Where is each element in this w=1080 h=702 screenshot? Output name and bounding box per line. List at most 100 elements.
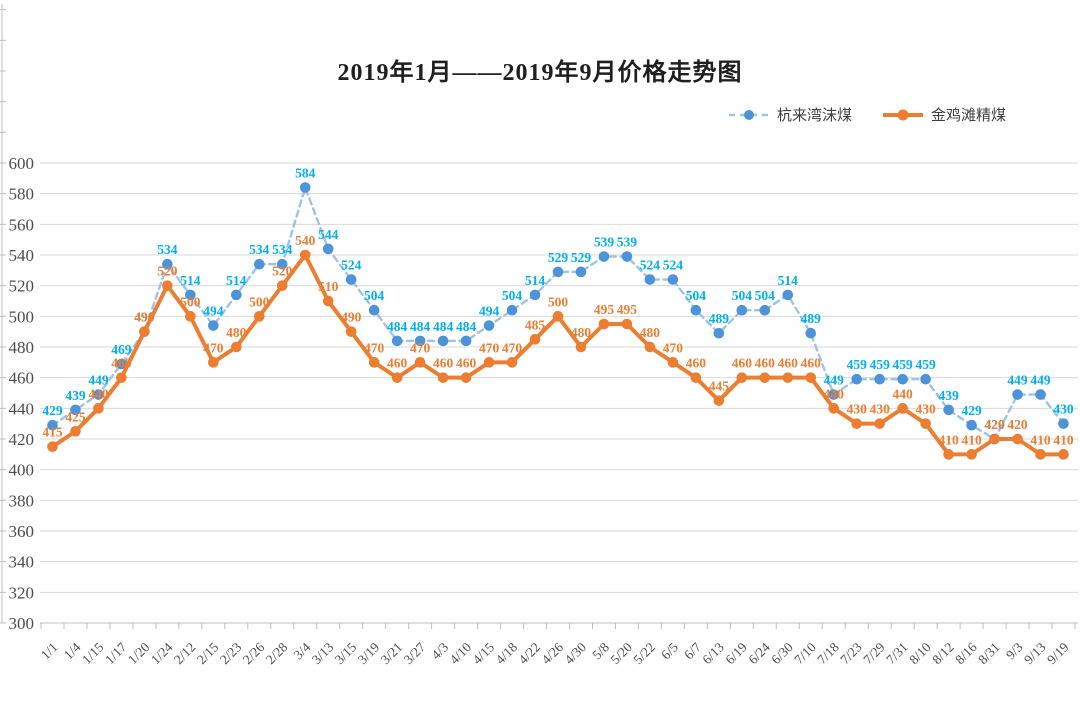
svg-text:360: 360: [9, 522, 35, 541]
legend-item-series-1: 金鸡滩精煤: [882, 104, 1006, 125]
svg-text:485: 485: [525, 317, 546, 332]
svg-text:439: 439: [938, 388, 959, 403]
svg-text:540: 540: [9, 246, 35, 265]
svg-text:460: 460: [801, 356, 822, 371]
svg-text:469: 469: [111, 342, 132, 357]
svg-text:1/24: 1/24: [148, 639, 176, 667]
svg-text:449: 449: [824, 373, 845, 388]
svg-text:4/18: 4/18: [493, 639, 521, 667]
svg-text:580: 580: [9, 185, 35, 204]
svg-text:3/21: 3/21: [378, 640, 406, 668]
svg-text:6/5: 6/5: [658, 639, 681, 662]
svg-text:504: 504: [502, 288, 523, 303]
svg-text:430: 430: [916, 402, 937, 417]
svg-text:440: 440: [893, 386, 914, 401]
series-1-markers: [47, 249, 1069, 460]
svg-text:4/26: 4/26: [539, 639, 567, 667]
svg-text:520: 520: [157, 264, 178, 279]
svg-text:484: 484: [387, 319, 408, 334]
svg-text:480: 480: [640, 325, 661, 340]
x-axis-labels: 1/1 1/41/151/171/201/242/122/152/232/262/…: [38, 639, 1072, 667]
svg-text:440: 440: [9, 399, 35, 418]
series-1-data-labels: 4154254404604905205004704805005205405104…: [42, 233, 1074, 447]
svg-text:420: 420: [984, 417, 1005, 432]
svg-text:490: 490: [134, 310, 155, 325]
svg-text:439: 439: [65, 388, 86, 403]
svg-text:425: 425: [65, 409, 86, 424]
svg-text:484: 484: [410, 319, 431, 334]
svg-text:430: 430: [1053, 402, 1074, 417]
svg-text:7/29: 7/29: [860, 639, 888, 667]
svg-text:1/20: 1/20: [125, 639, 153, 667]
svg-text:584: 584: [295, 166, 316, 181]
svg-text:2/26: 2/26: [240, 639, 268, 667]
y-axis-line: [0, 4, 6, 624]
svg-text:8/16: 8/16: [952, 639, 980, 667]
svg-text:4/30: 4/30: [562, 639, 590, 667]
svg-text:410: 410: [1053, 432, 1074, 447]
svg-text:440: 440: [88, 386, 109, 401]
svg-text:504: 504: [732, 288, 753, 303]
svg-text:534: 534: [272, 242, 293, 257]
svg-text:534: 534: [157, 242, 178, 257]
svg-text:460: 460: [9, 369, 35, 388]
svg-text:494: 494: [203, 304, 224, 319]
svg-text:3/27: 3/27: [401, 639, 429, 667]
svg-text:470: 470: [203, 340, 224, 355]
svg-text:1/17: 1/17: [102, 639, 130, 667]
svg-text:514: 514: [525, 273, 546, 288]
x-axis-line: [40, 623, 1076, 629]
svg-text:560: 560: [9, 215, 35, 234]
solid-line-marker-icon: [883, 109, 924, 120]
svg-text:7/23: 7/23: [837, 639, 865, 667]
svg-text:494: 494: [479, 304, 500, 319]
svg-text:520: 520: [272, 264, 293, 279]
svg-text:4/10: 4/10: [447, 639, 475, 667]
svg-text:380: 380: [9, 491, 35, 510]
svg-text:470: 470: [364, 340, 385, 355]
svg-text:320: 320: [9, 583, 35, 602]
svg-text:514: 514: [226, 273, 247, 288]
svg-text:340: 340: [9, 553, 35, 572]
svg-text:540: 540: [295, 233, 316, 248]
svg-text:490: 490: [341, 310, 362, 325]
svg-text:7/31: 7/31: [883, 640, 911, 668]
series-0-markers: [47, 182, 1069, 445]
svg-text:524: 524: [663, 258, 684, 273]
svg-text:9/13: 9/13: [1021, 639, 1049, 667]
svg-text:429: 429: [961, 403, 982, 418]
svg-text:470: 470: [479, 340, 500, 355]
svg-text:504: 504: [755, 288, 776, 303]
legend: 杭来湾沫煤 金鸡滩精煤: [728, 104, 1006, 125]
svg-text:429: 429: [42, 403, 63, 418]
svg-text:504: 504: [686, 288, 707, 303]
svg-text:510: 510: [318, 279, 339, 294]
svg-text:460: 460: [111, 356, 132, 371]
svg-text:514: 514: [778, 273, 799, 288]
svg-text:400: 400: [9, 461, 35, 480]
svg-text:449: 449: [88, 373, 109, 388]
svg-text:5/22: 5/22: [630, 640, 658, 668]
svg-text:459: 459: [847, 357, 868, 372]
svg-text:1/1: 1/1: [38, 640, 61, 663]
svg-text:460: 460: [755, 356, 776, 371]
svg-text:524: 524: [341, 258, 362, 273]
chart-title: 2019年1月——2019年9月价格走势图: [337, 60, 743, 86]
svg-text:459: 459: [916, 357, 937, 372]
svg-text:529: 529: [548, 250, 569, 265]
svg-text:420: 420: [984, 417, 1005, 432]
svg-text:9/19: 9/19: [1044, 639, 1072, 667]
svg-text:430: 430: [847, 402, 868, 417]
svg-text:539: 539: [617, 235, 638, 250]
gridlines: [40, 162, 1078, 624]
svg-text:449: 449: [1007, 373, 1028, 388]
svg-text:524: 524: [640, 258, 661, 273]
svg-text:489: 489: [709, 311, 730, 326]
svg-text:415: 415: [42, 425, 63, 440]
svg-text:534: 534: [249, 242, 270, 257]
svg-text:484: 484: [433, 319, 454, 334]
svg-text:460: 460: [686, 356, 707, 371]
